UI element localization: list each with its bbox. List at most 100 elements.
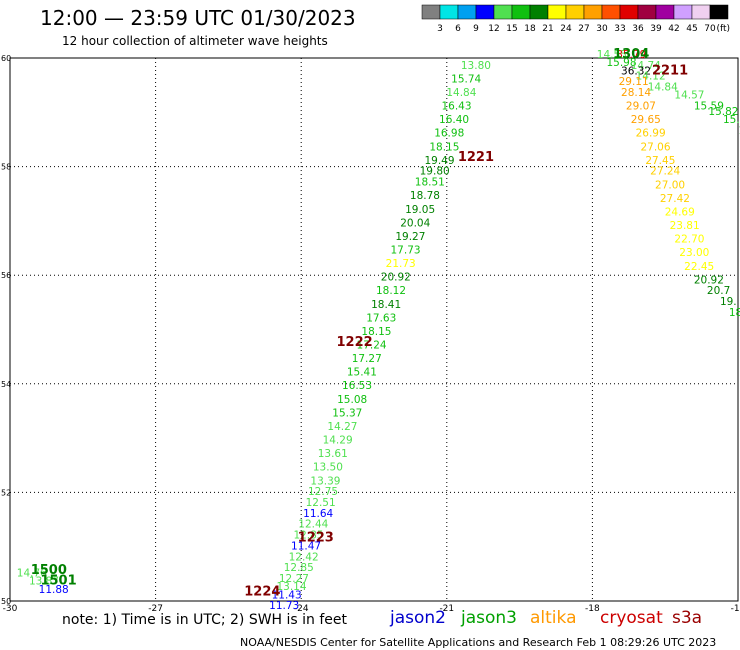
data-point-swh: 12.75: [308, 486, 338, 498]
time-label: 1500: [31, 563, 67, 578]
data-point-swh: 20.04: [400, 217, 430, 229]
data-point-swh: 19.: [720, 296, 737, 308]
data-point-swh: 20.92: [694, 274, 724, 286]
data-point-swh: 17.27: [352, 353, 382, 365]
colorbar-tick-label: 15: [506, 24, 517, 34]
chart-plot: -30 -27 -24 -21 -18 -15 50 52 54 56 58 60 13.8015.74…: [1, 47, 740, 614]
plot-frame: [9, 57, 739, 602]
data-point-swh: 15.37: [332, 407, 362, 419]
data-point-swh: 15.08: [337, 394, 367, 406]
data-point-swh: 23.00: [679, 247, 709, 259]
colorbar-tick-label: 24: [560, 24, 572, 34]
data-point-swh: 22.70: [674, 234, 704, 246]
data-point-swh: 15.59: [694, 101, 724, 113]
colorbar-tick-label: 70: [704, 24, 716, 34]
y-tick-label: 52: [1, 488, 11, 497]
data-point-swh: 14.29: [323, 435, 353, 447]
data-point-swh: 15.82: [708, 106, 738, 118]
data-point-swh: 27.45: [645, 155, 675, 167]
colorbar-tick-label: 6: [455, 24, 461, 34]
data-point-swh: 13.87: [29, 576, 59, 588]
x-tick-label: -21: [439, 604, 454, 614]
data-point-swh: 14.55: [597, 49, 627, 61]
data-point-swh: 18: [729, 307, 740, 319]
legend-cryosat: cryosat: [600, 608, 663, 628]
time-label: 1223: [298, 530, 334, 545]
data-point-swh: 21.73: [386, 258, 416, 270]
colorbar-tick-label: 36: [632, 24, 644, 34]
y-tick-label: 54: [1, 380, 11, 389]
data-point-swh: 11.43: [272, 589, 302, 601]
data-point-swh: 14.84: [446, 87, 476, 99]
data-point-swh: 19.80: [420, 166, 450, 178]
data-point-swh: 17.63: [366, 312, 396, 324]
legend-jason2: jason2: [390, 608, 446, 628]
data-point-swh: 13.80: [461, 60, 491, 72]
data-point-swh: 27.24: [650, 166, 680, 178]
x-tick-label: -30: [3, 604, 18, 614]
colorbar-legend: 3 6 9 12 15 18 21 24 27 30 33 36 39 42 45 70 (ft): [421, 4, 730, 34]
colorbar-tick-label: 9: [473, 24, 479, 34]
legend-s3a: s3a: [672, 608, 703, 628]
colorbar-tick-label: 30: [596, 24, 608, 34]
data-point-swh: 19.05: [405, 204, 435, 216]
data-point-swh: 13.50: [313, 462, 343, 474]
data-point-swh: 27.00: [655, 179, 685, 191]
data-point-swh: 12.42: [289, 551, 319, 563]
chart-title: 12:00 — 23:59 UTC 01/30/2023: [40, 6, 356, 30]
data-point-swh: 23.81: [670, 220, 700, 232]
data-point-swh: 18.41: [371, 299, 401, 311]
data-point-swh: 11.64: [303, 508, 333, 520]
data-point-swh: 14.76: [17, 568, 47, 580]
time-label: 1222: [336, 335, 372, 350]
time-label: 2211: [652, 63, 688, 78]
data-point-swh: 14.74: [631, 60, 661, 72]
data-point-swh: 16.1: [738, 125, 740, 137]
time-label: 1501: [40, 574, 76, 589]
data-point-swh: 19.27: [395, 231, 425, 243]
data-point-swh: 29.07: [626, 101, 656, 113]
time-label: 1221: [458, 150, 494, 165]
data-point-swh: 36.32: [621, 65, 651, 77]
x-tick-label: -24: [294, 604, 309, 614]
y-tick-label: 60: [1, 54, 11, 63]
data-point-swh: 18.15: [429, 141, 459, 153]
y-tick-label: 50: [1, 597, 11, 606]
colorbar-tick-label: 45: [686, 24, 697, 34]
time-label: 1304: [613, 47, 649, 62]
chart-subtitle: 12 hour collection of altimeter wave hei…: [62, 34, 328, 48]
colorbar-tick-label: 27: [578, 24, 589, 34]
data-point-swh: 20.7: [707, 285, 730, 297]
data-point-swh: 15.41: [347, 367, 377, 379]
data-point-swh: 14.12: [636, 71, 666, 83]
y-tick-label: 58: [1, 163, 11, 172]
x-tick-label: -27: [148, 604, 163, 614]
data-point-swh: 18.15: [361, 326, 391, 338]
data-point-swh: 20.92: [381, 272, 411, 284]
x-tick-label: -18: [585, 604, 600, 614]
data-point-swh: 16.43: [441, 101, 471, 113]
data-point-swh: 15.98: [606, 57, 636, 69]
data-point-swh: 17.73: [391, 244, 421, 256]
data-point-swh: 18.12: [376, 285, 406, 297]
footer-note: note: 1) Time is in UTC; 2) SWH is in fe…: [62, 612, 348, 628]
data-point-swh: 12.51: [306, 497, 336, 509]
data-point-swh: 19.49: [424, 155, 454, 167]
data-point-swh: 13.61: [318, 448, 348, 460]
colorbar-tick-label: 12: [488, 24, 499, 34]
data-point-swh: 15.34: [723, 114, 740, 126]
colorbar-tick-label: 39: [650, 24, 662, 34]
colorbar-tick-label: 21: [542, 24, 553, 34]
data-point-swh: 29.65: [631, 114, 661, 126]
data-point-swh: 14.84: [648, 82, 678, 94]
data-point-swh: 11.88: [39, 584, 69, 596]
colorbar-swatch: [709, 4, 729, 20]
data-point-swh: 12.44: [298, 519, 328, 531]
data-point-swh: 18.51: [415, 177, 445, 189]
colorbar-tick-label: 42: [668, 24, 679, 34]
colorbar-unit-label: (ft): [716, 24, 730, 34]
data-point-swh: 35.79: [616, 49, 646, 61]
data-point-swh: 27.42: [660, 193, 690, 205]
y-tick-label: 56: [1, 271, 11, 280]
data-point-swh: 26.99: [636, 128, 666, 140]
